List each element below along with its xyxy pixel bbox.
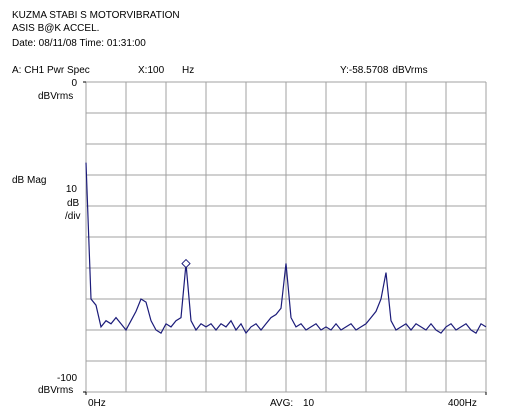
marker-x-prefix: X:	[138, 65, 147, 76]
marker-x: X:100	[138, 65, 165, 76]
marker-y-value: -58.5708	[349, 65, 389, 76]
y-tick-label: -100	[57, 373, 77, 384]
x-tick-label: 0Hz	[88, 398, 106, 409]
marker	[181, 258, 191, 269]
y-tick-label: 0	[71, 78, 77, 89]
marker-y-prefix: Y:	[340, 65, 349, 76]
scale-per: /div	[65, 211, 81, 222]
scale-unit: dB	[67, 198, 80, 209]
scale-value: 10	[66, 184, 78, 195]
y-label: dB Mag	[12, 175, 46, 186]
avg-label: AVG:	[270, 398, 293, 409]
marker-x-value: 100	[147, 65, 164, 76]
header-title: KUZMA STABI S MOTORVIBRATION	[12, 10, 180, 21]
x-tick-label: 400Hz	[448, 398, 477, 409]
y-tick-unit: dBVrms	[38, 91, 73, 102]
spectrum-line	[85, 162, 487, 335]
y-tick-unit: dBVrms	[38, 385, 73, 396]
header-sensor: ASIS B@K ACCEL.	[12, 23, 99, 34]
header-date: Date: 08/11/08 Time: 01:31:00	[12, 38, 146, 49]
marker-y: Y:-58.5708 dBVrms	[340, 65, 428, 76]
avg-value: 10	[303, 398, 315, 409]
marker-x-unit: Hz	[182, 65, 194, 76]
marker-y-unit: dBVrms	[392, 65, 427, 76]
trace-label: A: CH1 Pwr Spec	[12, 65, 90, 76]
